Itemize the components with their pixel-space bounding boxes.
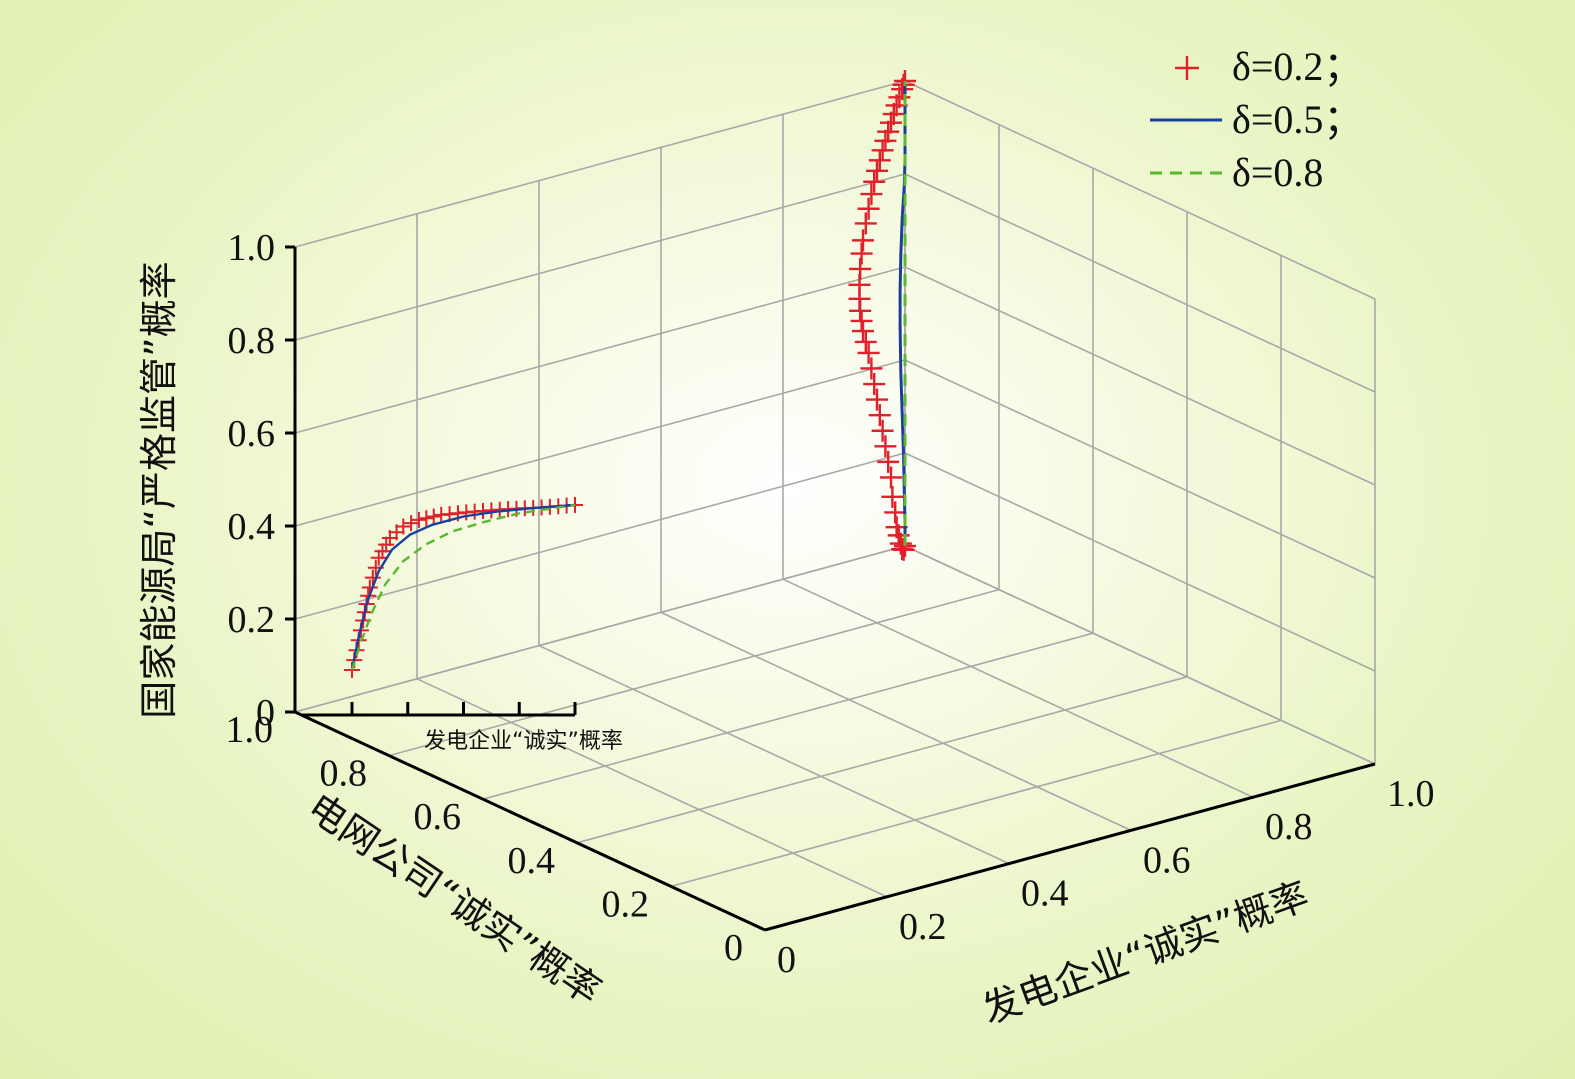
legend-entry-delta-0.5: δ=0.5； — [1150, 97, 1363, 142]
series-point-marker — [852, 229, 874, 252]
inset-point-marker — [418, 510, 435, 527]
floor-grid-line — [660, 611, 1132, 832]
z-tick-label: 0.6 — [228, 413, 276, 455]
series-point-marker — [880, 111, 902, 134]
x-tick-label: 0 — [777, 939, 796, 981]
series-point-marker — [863, 170, 886, 193]
inset-point-marker — [374, 543, 391, 560]
floor-grid-line — [482, 632, 1094, 800]
series-point-marker — [849, 257, 872, 280]
x-tick-label: 0.8 — [1265, 806, 1313, 848]
series-point-marker — [860, 183, 883, 206]
series-point-marker — [880, 466, 902, 489]
floor-grid-line — [782, 578, 1254, 798]
side-wall-grid-line — [904, 452, 1376, 672]
series-layer — [848, 70, 916, 561]
back-wall-grid-line — [294, 545, 906, 713]
series-point-marker — [868, 404, 891, 427]
series-point-marker — [868, 149, 891, 172]
z-tick-label: 0.2 — [228, 599, 276, 641]
legend: δ=0.2； δ=0.5； δ=0.8 — [1150, 44, 1363, 195]
floor-grid-line — [388, 588, 1000, 757]
side-wall-grid-line — [904, 545, 1376, 765]
tick-labels: 00.20.40.60.81.000.20.40.60.81.000.20.40… — [226, 227, 1435, 981]
back-wall-grid-line — [294, 173, 906, 341]
series-point-marker — [857, 197, 880, 220]
legend-label: δ=0.8 — [1232, 150, 1323, 195]
inset-point-marker — [378, 536, 395, 553]
series-point-marker — [866, 388, 888, 411]
inset-point-marker — [395, 518, 412, 535]
side-wall-grid-line — [904, 359, 1376, 579]
back-wall-grid-line — [294, 80, 906, 248]
x-axis-line — [764, 762, 1376, 932]
legend-label: δ=0.2； — [1232, 44, 1363, 89]
series-point-marker — [877, 450, 900, 473]
x-tick-label: 0.6 — [1143, 839, 1191, 881]
inset-x-label: 发电企业“诚实”概率 — [424, 729, 623, 754]
series-point-marker — [891, 538, 914, 561]
legend-entry-delta-0.8: δ=0.8 — [1150, 150, 1323, 195]
inset-point-marker — [403, 515, 420, 532]
series-point-marker — [854, 212, 877, 235]
inset-point-marker — [364, 569, 381, 586]
series-point-marker — [850, 242, 873, 265]
y-tick-label: 0.2 — [602, 883, 650, 925]
inset-point-marker — [410, 511, 427, 528]
series-point-marker — [884, 501, 907, 524]
y-tick-label: 1.0 — [226, 709, 274, 751]
inset-series-line — [350, 503, 576, 671]
series-point-marker — [874, 435, 897, 458]
legend-label: δ=0.5； — [1232, 97, 1363, 142]
floor-grid-line — [576, 676, 1188, 844]
y-tick-label: 0.6 — [414, 796, 462, 838]
z-tick-label: 1.0 — [228, 227, 276, 269]
side-wall-grid-line — [904, 80, 1376, 300]
y-tick-label: 0.8 — [320, 753, 368, 795]
legend-marker-plus — [1175, 56, 1199, 80]
side-wall-grid-line — [904, 266, 1376, 486]
floor-grid-line — [538, 644, 1010, 865]
y-axis-line — [294, 710, 766, 932]
y-tick-label: 0.4 — [508, 840, 556, 882]
floor-grid-line — [416, 678, 888, 898]
z-axis-label: 国家能源局“严格监管”概率 — [137, 261, 181, 718]
series-point-marker — [854, 330, 877, 353]
axes-layer — [285, 245, 1376, 932]
z-tick-label: 0.4 — [228, 506, 276, 548]
series-point-marker — [871, 419, 894, 442]
series-point-marker — [850, 309, 873, 332]
series-point-marker — [866, 159, 888, 182]
series-point-marker — [860, 357, 883, 380]
z-tick-label: 0.8 — [228, 320, 276, 362]
series-point-marker — [877, 120, 900, 143]
series-point-marker — [852, 320, 874, 343]
series-point-marker — [882, 103, 905, 126]
side-wall-grid-line — [904, 173, 1376, 393]
x-tick-label: 0.4 — [1021, 873, 1069, 915]
inset-plot: 发电企业“诚实”概率 — [302, 497, 623, 754]
series-point-marker — [863, 373, 886, 396]
series-point-marker — [874, 129, 897, 152]
x-tick-label: 1.0 — [1387, 773, 1435, 815]
inset-series-line — [350, 503, 576, 671]
inset-point-marker — [425, 508, 442, 525]
back-wall-grid-line — [294, 266, 906, 434]
floor-grid-line — [670, 719, 1282, 888]
legend-entry-delta-0.2: δ=0.2； — [1175, 44, 1363, 89]
y-tick-label: 0 — [724, 927, 743, 969]
back-wall-grid-line — [294, 452, 906, 620]
series-point-marker — [857, 341, 880, 364]
x-tick-label: 0.2 — [899, 906, 947, 948]
series-point-marker — [881, 485, 904, 508]
series-point-marker — [871, 139, 894, 162]
inset-point-marker — [370, 549, 387, 566]
back-wall-grid-line — [294, 359, 906, 527]
z-tick-label: 0 — [256, 692, 275, 734]
